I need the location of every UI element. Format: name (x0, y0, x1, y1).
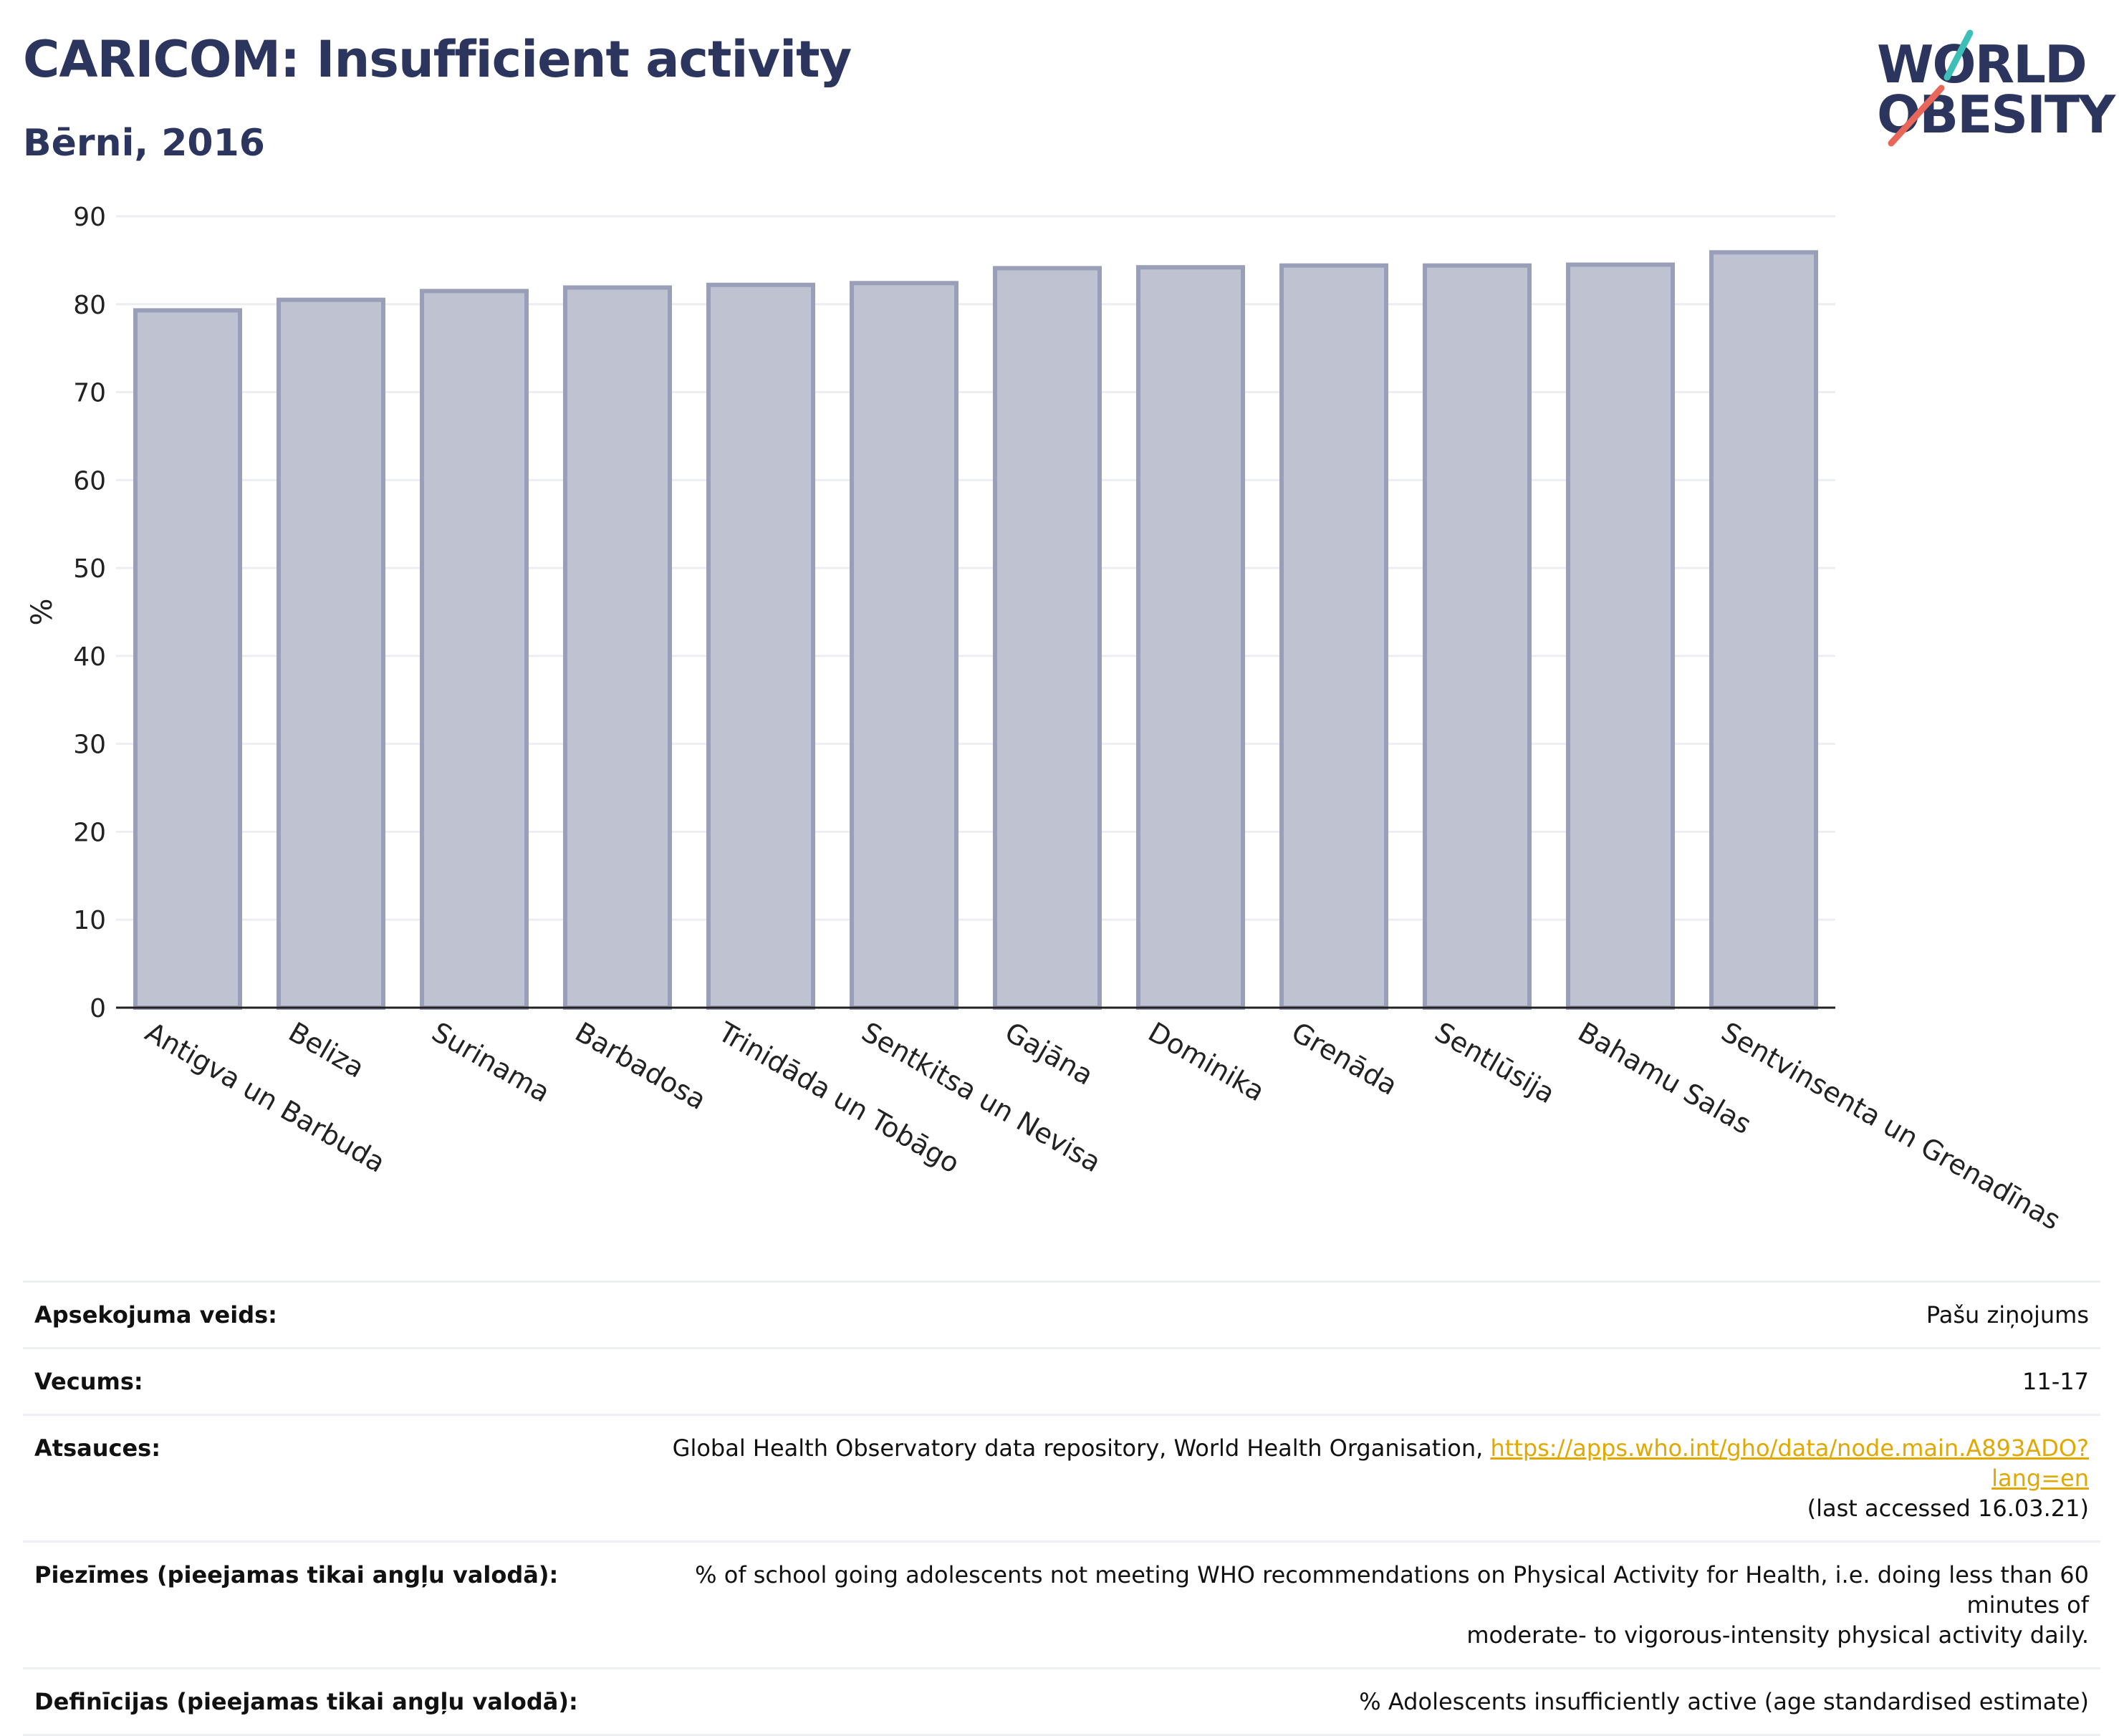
y-axis-label: % (26, 598, 59, 625)
meta-row-notes: Piezīmes (pieejamas tikai angļu valodā):… (23, 1541, 2100, 1669)
x-tick-label: Beliza (284, 1016, 370, 1084)
bar-chart: 0 10 20 30 40 50 60 70 80 90% Antigva un BarbudaBe… (26, 203, 2066, 1236)
y-tick-label: 80 (73, 291, 106, 320)
y-tick-label: 90 (73, 203, 106, 232)
bar (1136, 265, 1245, 1011)
bar (1709, 250, 1818, 1011)
metadata-table: Apsekojuma veids: Pašu ziņojums Vecums: … (23, 1281, 2100, 1736)
x-tick-label: Gajāna (1000, 1016, 1099, 1091)
bar (850, 281, 958, 1011)
x-tick-label: Sentvinsenta un Grenadīnas (1716, 1016, 2066, 1236)
bar (1566, 262, 1675, 1010)
x-tick-label: Barbadosa (570, 1016, 712, 1117)
bar (133, 308, 242, 1011)
bar (277, 297, 385, 1010)
y-tick-label: 20 (73, 818, 106, 847)
x-tick-label: Surinama (427, 1016, 556, 1109)
meta-value: Global Health Observatory data repositor… (590, 1415, 2100, 1542)
x-tick-label: Sentlūsija (1430, 1016, 1560, 1110)
x-tick-label: Grenāda (1287, 1016, 1403, 1101)
meta-label: Apsekojuma veids: (34, 1301, 277, 1328)
meta-label: Atsauces: (34, 1434, 160, 1462)
meta-row-definitions: Definīcijas (pieejamas tikai angļu valod… (23, 1668, 2100, 1735)
page-title: CARICOM: Insufficient activity (23, 30, 852, 89)
meta-row-references: Atsauces: Global Health Observatory data… (23, 1414, 2100, 1542)
meta-value: % Adolescents insufficiently active (age… (1359, 1688, 2089, 1715)
reference-link[interactable]: https://apps.who.int/gho/data/node.main.… (1490, 1434, 2089, 1492)
y-tick-label: 40 (73, 642, 106, 672)
bar (1423, 263, 1532, 1010)
meta-row-age: Vecums: 11-17 (23, 1348, 2100, 1415)
x-tick-label: Trinidāda un Tobāgo (713, 1016, 965, 1180)
reference-accessed: (last accessed 16.03.21) (1807, 1495, 2089, 1522)
reference-text: Global Health Observatory data repositor… (672, 1434, 1484, 1462)
meta-label: Piezīmes (pieejamas tikai angļu valodā): (34, 1561, 559, 1588)
y-tick-label: 60 (73, 466, 106, 496)
y-tick-label: 50 (73, 554, 106, 584)
bar (563, 285, 672, 1010)
world-obesity-logo: WORLD OBESITY (1863, 20, 2115, 156)
notes-line-1: % of school going adolescents not meetin… (695, 1561, 2089, 1619)
bar (1279, 263, 1388, 1010)
meta-value: 11-17 (2022, 1368, 2089, 1395)
x-tick-label: Antigva un Barbuda (140, 1016, 391, 1179)
bar (420, 289, 529, 1011)
notes-line-2: moderate- to vigorous-intensity physical… (1466, 1621, 2089, 1649)
x-tick-label: Sentkitsa un Nevisa (857, 1016, 1107, 1179)
bar (993, 266, 1102, 1011)
meta-value: % of school going adolescents not meetin… (590, 1542, 2100, 1669)
x-tick-label: Dominika (1143, 1016, 1270, 1108)
logo-slash-icon (1888, 29, 1974, 147)
meta-row-survey-type: Apsekojuma veids: Pašu ziņojums (23, 1281, 2100, 1349)
meta-label: Definīcijas (pieejamas tikai angļu valod… (34, 1688, 578, 1715)
bar (706, 282, 815, 1010)
y-tick-label: 70 (73, 379, 106, 408)
meta-value: Pašu ziņojums (1926, 1301, 2089, 1328)
y-tick-label: 10 (73, 906, 106, 935)
y-tick-label: 30 (73, 730, 106, 760)
meta-label: Vecums: (34, 1368, 143, 1395)
y-tick-label: 0 (90, 994, 106, 1023)
logo-line-1: WORLD (1877, 34, 2087, 95)
page-subtitle: Bērni, 2016 (23, 122, 265, 165)
